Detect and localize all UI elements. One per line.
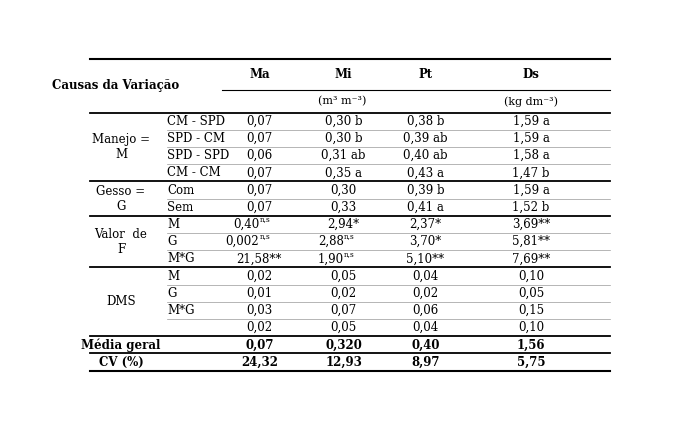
- Text: 0,38 b: 0,38 b: [407, 115, 444, 128]
- Text: 12,93: 12,93: [326, 355, 362, 368]
- Text: 1,56: 1,56: [517, 338, 545, 352]
- Text: 0,39 ab: 0,39 ab: [403, 132, 448, 145]
- Text: 0,07: 0,07: [246, 115, 272, 128]
- Text: 0,39 b: 0,39 b: [407, 184, 444, 197]
- Text: SPD - SPD: SPD - SPD: [167, 149, 229, 162]
- Text: CV (%): CV (%): [99, 355, 144, 368]
- Text: n,s: n,s: [344, 233, 355, 241]
- Text: 0,02: 0,02: [331, 287, 357, 300]
- Text: 0,05: 0,05: [330, 321, 357, 334]
- Text: 5,75: 5,75: [517, 355, 545, 368]
- Text: 3,69**: 3,69**: [512, 218, 550, 231]
- Text: 0,02: 0,02: [247, 321, 272, 334]
- Text: 2,37*: 2,37*: [409, 218, 441, 231]
- Text: 1,59 a: 1,59 a: [513, 132, 550, 145]
- Text: 0,30 b: 0,30 b: [325, 132, 362, 145]
- Text: Gesso =
G: Gesso = G: [97, 184, 146, 213]
- Text: 0,06: 0,06: [413, 304, 439, 317]
- Text: 21,58**: 21,58**: [236, 253, 282, 265]
- Text: 0,33: 0,33: [330, 201, 357, 214]
- Text: 1,47 b: 1,47 b: [512, 166, 550, 179]
- Text: M: M: [167, 218, 179, 231]
- Text: 0,05: 0,05: [330, 269, 357, 283]
- Text: Mi: Mi: [335, 68, 353, 81]
- Text: 0,10: 0,10: [518, 269, 544, 283]
- Text: 3,70*: 3,70*: [409, 235, 442, 248]
- Text: n,s: n,s: [259, 215, 270, 223]
- Text: 0,40: 0,40: [411, 338, 440, 352]
- Text: 1,90: 1,90: [317, 253, 344, 265]
- Text: Com: Com: [167, 184, 194, 197]
- Text: M*G: M*G: [167, 304, 195, 317]
- Text: 5,81**: 5,81**: [512, 235, 550, 248]
- Text: Pt: Pt: [419, 68, 432, 81]
- Text: Média geral: Média geral: [81, 338, 161, 352]
- Text: Ma: Ma: [249, 68, 270, 81]
- Text: (m³ m⁻³): (m³ m⁻³): [318, 96, 366, 107]
- Text: 0,35 a: 0,35 a: [326, 166, 362, 179]
- Text: 0,03: 0,03: [246, 304, 272, 317]
- Text: 0,07: 0,07: [246, 184, 272, 197]
- Text: 0,320: 0,320: [326, 338, 362, 352]
- Text: M*G: M*G: [167, 253, 195, 265]
- Text: n,s: n,s: [259, 233, 270, 241]
- Text: Ds: Ds: [522, 68, 539, 81]
- Text: n,s: n,s: [344, 250, 355, 258]
- Text: G: G: [167, 287, 176, 300]
- Text: DMS: DMS: [106, 295, 136, 308]
- Text: 0,04: 0,04: [413, 269, 439, 283]
- Text: Valor  de
F: Valor de F: [95, 228, 148, 255]
- Text: Manejo =
M: Manejo = M: [92, 133, 150, 161]
- Text: 0,30 b: 0,30 b: [325, 115, 362, 128]
- Text: 0,02: 0,02: [247, 269, 272, 283]
- Text: 0,02: 0,02: [413, 287, 439, 300]
- Text: 0,40 ab: 0,40 ab: [403, 149, 448, 162]
- Text: 0,30: 0,30: [330, 184, 357, 197]
- Text: 1,59 a: 1,59 a: [513, 184, 550, 197]
- Text: M: M: [167, 269, 179, 283]
- Text: CM - SPD: CM - SPD: [167, 115, 225, 128]
- Text: 8,97: 8,97: [411, 355, 440, 368]
- Text: 0,40: 0,40: [233, 218, 259, 231]
- Text: 0,07: 0,07: [246, 201, 272, 214]
- Text: 1,52 b: 1,52 b: [512, 201, 550, 214]
- Text: CM - CM: CM - CM: [167, 166, 221, 179]
- Text: 2,94*: 2,94*: [328, 218, 360, 231]
- Text: 0,04: 0,04: [413, 321, 439, 334]
- Text: 0,15: 0,15: [518, 304, 544, 317]
- Text: 0,01: 0,01: [247, 287, 272, 300]
- Text: 0,41 a: 0,41 a: [407, 201, 444, 214]
- Text: 0,06: 0,06: [246, 149, 272, 162]
- Text: G: G: [167, 235, 176, 248]
- Text: 0,07: 0,07: [330, 304, 357, 317]
- Text: 1,59 a: 1,59 a: [513, 115, 550, 128]
- Text: 0,10: 0,10: [518, 321, 544, 334]
- Text: 0,05: 0,05: [518, 287, 544, 300]
- Text: 5,10**: 5,10**: [407, 253, 445, 265]
- Text: Causas da Variação: Causas da Variação: [52, 79, 179, 92]
- Text: 0,002: 0,002: [225, 235, 259, 248]
- Text: 0,07: 0,07: [246, 132, 272, 145]
- Text: SPD - CM: SPD - CM: [167, 132, 225, 145]
- Text: 24,32: 24,32: [241, 355, 278, 368]
- Text: Sem: Sem: [167, 201, 193, 214]
- Text: 0,43 a: 0,43 a: [407, 166, 444, 179]
- Text: 2,88: 2,88: [318, 235, 344, 248]
- Text: 0,31 ab: 0,31 ab: [321, 149, 366, 162]
- Text: 0,07: 0,07: [245, 338, 274, 352]
- Text: 0,07: 0,07: [246, 166, 272, 179]
- Text: (kg dm⁻³): (kg dm⁻³): [504, 96, 558, 107]
- Text: 7,69**: 7,69**: [512, 253, 550, 265]
- Text: 1,58 a: 1,58 a: [513, 149, 550, 162]
